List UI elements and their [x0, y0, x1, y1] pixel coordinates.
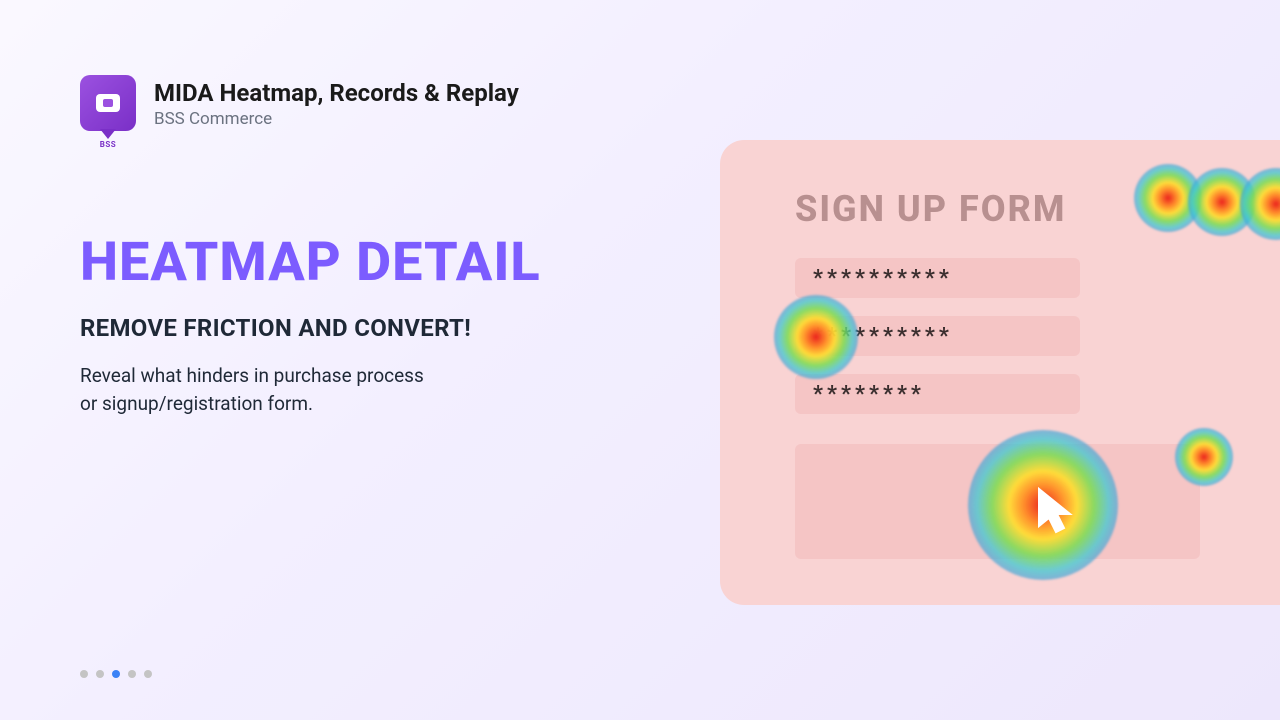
- pagination-dot-3[interactable]: [128, 670, 136, 678]
- cursor-icon: [1034, 484, 1084, 548]
- pagination-dots: [80, 670, 152, 678]
- app-title: MIDA Heatmap, Records & Replay: [154, 79, 519, 108]
- app-subtitle: BSS Commerce: [154, 109, 519, 129]
- content-description: Reveal what hinders in purchase process …: [80, 362, 541, 419]
- signup-title: SIGN UP FORM: [795, 188, 1240, 230]
- pagination-dot-1[interactable]: [96, 670, 104, 678]
- description-line2: or signup/registration form.: [80, 392, 313, 415]
- signup-textarea: [795, 444, 1200, 559]
- pagination-dot-0[interactable]: [80, 670, 88, 678]
- app-logo: BSS: [80, 75, 136, 131]
- camera-icon: [96, 94, 120, 112]
- header-text-group: MIDA Heatmap, Records & Replay BSS Comme…: [154, 77, 519, 130]
- signup-field-2: **********: [795, 316, 1080, 356]
- pagination-dot-2[interactable]: [112, 670, 120, 678]
- main-title: HEATMAP DETAIL: [80, 235, 541, 292]
- pagination-dot-4[interactable]: [144, 670, 152, 678]
- content-left: HEATMAP DETAIL REMOVE FRICTION AND CONVE…: [80, 235, 541, 419]
- content-subtitle: REMOVE FRICTION AND CONVERT!: [80, 314, 541, 342]
- logo-bss-text: BSS: [100, 140, 116, 149]
- signup-field-1: **********: [795, 258, 1080, 298]
- app-header: BSS MIDA Heatmap, Records & Replay BSS C…: [80, 75, 519, 131]
- description-line1: Reveal what hinders in purchase process: [80, 364, 424, 387]
- signup-panel: SIGN UP FORM ********** ********** *****…: [720, 140, 1280, 605]
- signup-field-3: ********: [795, 374, 1080, 414]
